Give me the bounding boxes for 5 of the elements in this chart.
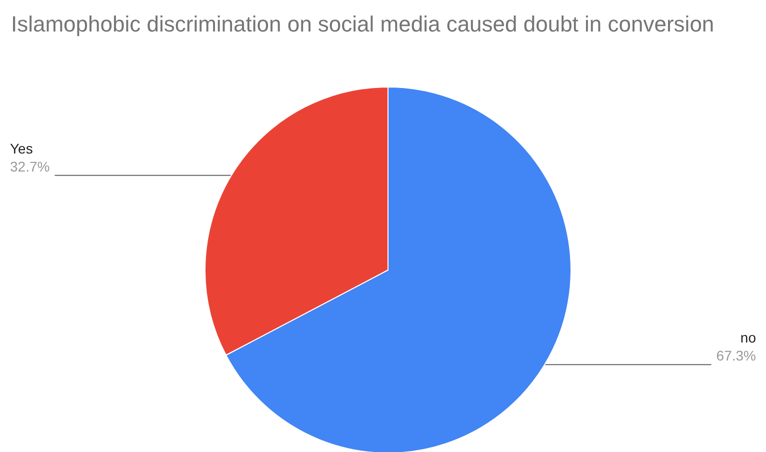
chart-title: Islamophobic discrimination on social media caused doubt in conversion bbox=[11, 12, 714, 36]
slice-label: no bbox=[740, 330, 756, 346]
slice-label: Yes bbox=[10, 140, 33, 156]
data-label: 67.3% bbox=[716, 348, 756, 364]
data-label: 32.7% bbox=[10, 158, 50, 174]
